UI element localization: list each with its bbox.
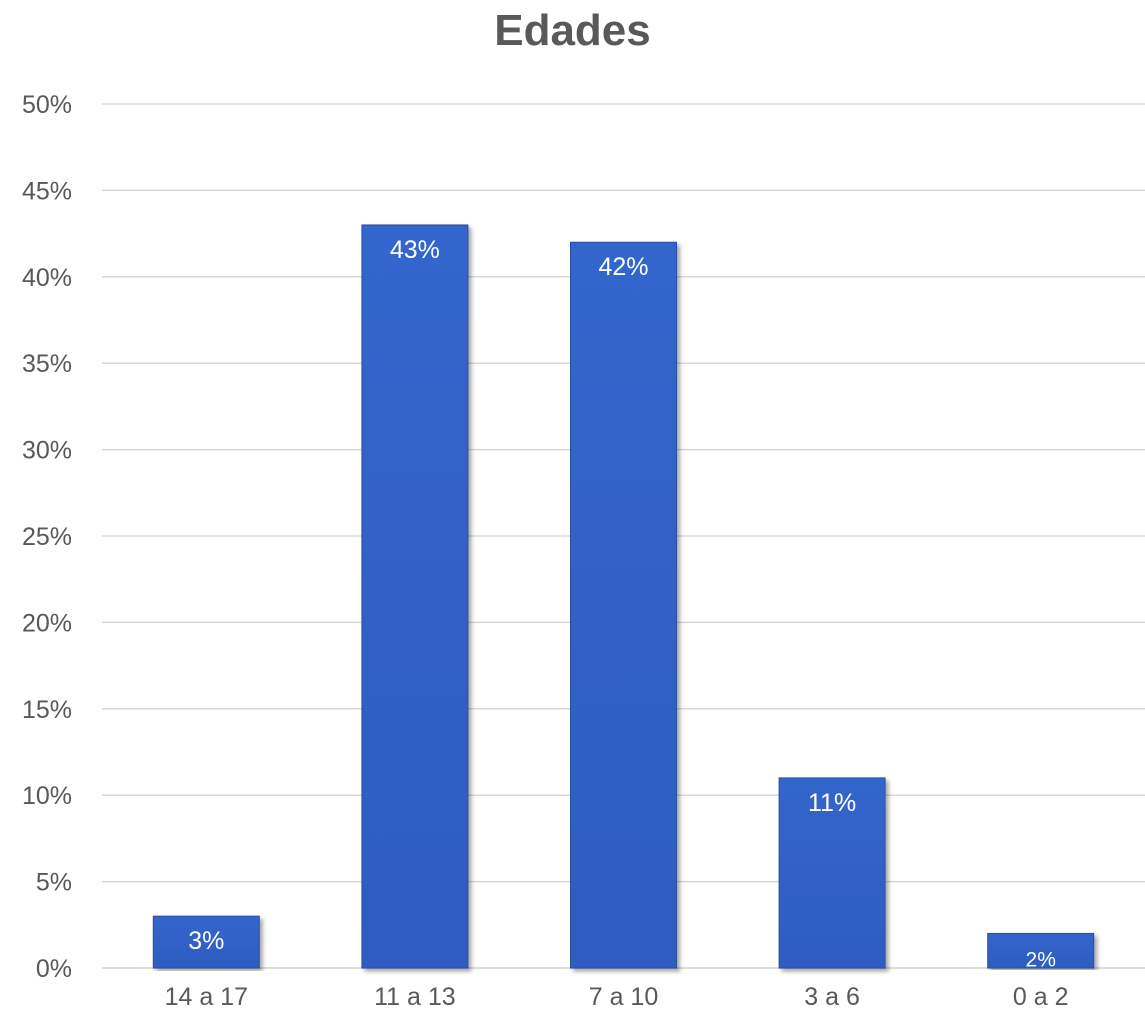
y-tick-label: 0% — [36, 955, 72, 983]
data-labels: 3% 43% 42% 11% 2% — [188, 236, 1056, 971]
y-tick-label: 45% — [22, 177, 72, 205]
data-label: 3% — [188, 927, 224, 955]
data-label: 11% — [808, 789, 856, 817]
y-axis-tick-labels: 0% 5% 10% 15% 20% 25% 30% 35% 40% 45% 50% — [22, 91, 72, 983]
bar — [361, 224, 469, 969]
y-tick-label: 15% — [22, 696, 72, 724]
y-tick-label: 5% — [36, 869, 72, 897]
y-tick-label: 20% — [22, 609, 72, 637]
x-tick-label: 14 a 17 — [165, 983, 248, 1011]
data-label: 43% — [390, 236, 440, 264]
y-tick-label: 25% — [22, 523, 72, 551]
x-axis-tick-labels: 14 a 17 11 a 13 7 a 10 3 a 6 0 a 2 — [165, 983, 1069, 1011]
bar — [987, 932, 1095, 969]
bar — [570, 241, 677, 969]
chart-title: Edades — [494, 6, 651, 55]
bars — [152, 224, 1095, 969]
x-tick-label: 7 a 10 — [589, 983, 659, 1011]
y-tick-label: 30% — [22, 437, 72, 465]
y-tick-label: 50% — [22, 91, 72, 119]
y-tick-label: 10% — [22, 782, 72, 810]
y-tick-label: 35% — [22, 350, 72, 378]
x-tick-label: 3 a 6 — [804, 983, 860, 1011]
y-tick-label: 40% — [22, 264, 72, 292]
x-tick-label: 0 a 2 — [1013, 983, 1069, 1011]
data-label: 42% — [598, 253, 648, 281]
data-label: 2% — [1026, 948, 1056, 971]
x-tick-label: 11 a 13 — [374, 983, 456, 1011]
bar — [778, 777, 886, 969]
bar — [152, 915, 260, 969]
